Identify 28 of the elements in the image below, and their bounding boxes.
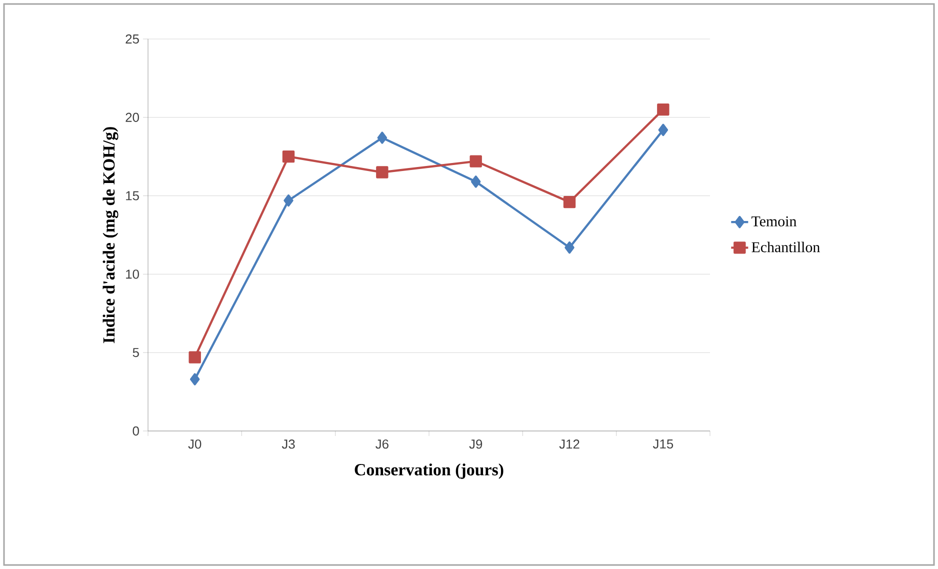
point — [470, 176, 481, 188]
point — [377, 132, 388, 144]
y-tick-label: 5 — [132, 348, 139, 358]
x-axis-title: Conservation (jours) — [354, 464, 504, 479]
legend-label: Echantillon — [752, 242, 820, 252]
x-tick-label: J15 — [652, 440, 674, 449]
x-tick-label: J6 — [376, 440, 388, 449]
point — [470, 155, 482, 168]
y-tick-label: 15 — [126, 191, 139, 200]
y-tick-label: 10 — [126, 270, 139, 279]
point — [563, 196, 576, 208]
y-tick-label: 25 — [126, 34, 139, 44]
point — [282, 150, 295, 163]
y-tick-label: 20 — [126, 112, 139, 122]
x-tick-label: J12 — [559, 440, 580, 449]
y-tick-label: 0 — [132, 426, 139, 436]
point — [376, 166, 388, 178]
point — [190, 373, 200, 386]
x-tick-label: J9 — [469, 440, 482, 449]
point — [658, 124, 668, 136]
x-tick-label: J3 — [282, 440, 295, 449]
point — [564, 241, 574, 254]
point — [188, 351, 201, 364]
y-axis-title: Indice d'acide (mg de KOH/g) — [102, 127, 118, 344]
x-tick-label: J0 — [188, 440, 202, 449]
point — [284, 194, 294, 207]
point — [657, 103, 670, 116]
legend-label: Temoin — [752, 216, 796, 226]
